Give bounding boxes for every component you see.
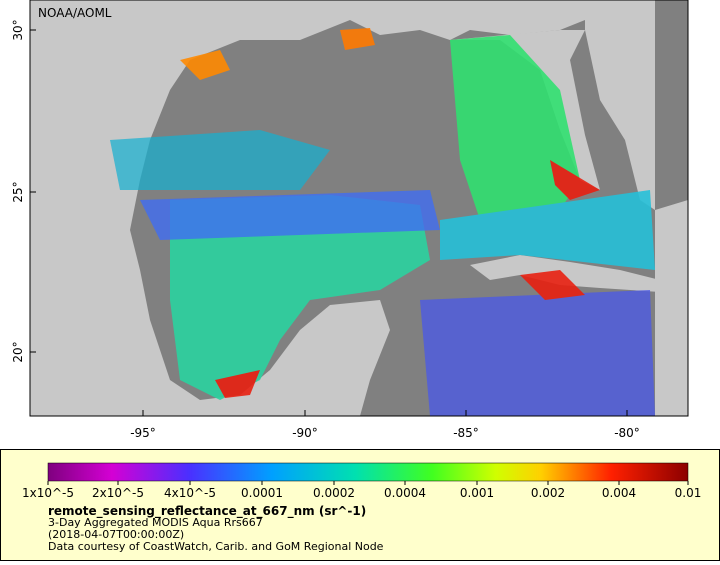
lon-label: -80° <box>614 426 640 440</box>
colorbar-label: 2x10^-5 <box>92 486 144 500</box>
lat-label: 20° <box>11 341 25 362</box>
legend-line: Data courtesy of CoastWatch, Carib. and … <box>48 540 384 553</box>
colorbar-ticks: 1x10^-5 2x10^-5 4x10^-5 0.0001 0.0002 0.0004 0… <box>22 481 701 500</box>
florida <box>450 30 600 190</box>
data-patch <box>420 290 655 416</box>
data-patch <box>440 190 655 270</box>
colorbar-label: 0.002 <box>531 486 565 500</box>
colorbar-label: 1x10^-5 <box>22 486 74 500</box>
map: NOAA/AOML 30° 25° 20° -95° -90° -85° -80° <box>11 0 689 440</box>
lon-label: -95° <box>130 426 156 440</box>
data-patch <box>215 370 260 398</box>
legend-lines: 3-Day Aggregated MODIS Aqua Rrs667(2018-… <box>48 516 384 553</box>
land-north-west <box>30 0 585 416</box>
land-se <box>655 200 688 416</box>
legend: 1x10^-5 2x10^-5 4x10^-5 0.0001 0.0002 0.0004 0… <box>0 449 720 561</box>
data-patch <box>550 160 600 200</box>
data-patch <box>340 28 375 50</box>
map-frame <box>29 0 689 417</box>
data-patch <box>140 190 440 240</box>
colorbar-label: 0.0002 <box>313 486 355 500</box>
data-patch <box>450 35 580 220</box>
legend-line: 3-Day Aggregated MODIS Aqua Rrs667 <box>48 516 263 529</box>
colorbar-label: 0.001 <box>460 486 494 500</box>
colorbar-label: 4x10^-5 <box>164 486 216 500</box>
colorbar-label: 0.0004 <box>384 486 426 500</box>
lon-label: -85° <box>453 426 479 440</box>
lon-axis: -95° -90° -85° -80° <box>130 410 640 440</box>
lat-axis: 30° 25° 20° <box>11 19 36 363</box>
lon-label: -90° <box>292 426 318 440</box>
reflectance-data <box>110 28 655 416</box>
data-patch <box>110 130 330 190</box>
colorbar-label: 0.01 <box>675 486 702 500</box>
data-patch <box>180 50 230 80</box>
map-credit: NOAA/AOML <box>38 6 112 20</box>
legend-title: remote_sensing_reflectance_at_667_nm (sr… <box>48 504 366 519</box>
data-patch <box>520 270 585 300</box>
lat-label: 30° <box>11 19 25 40</box>
colorbar-label: 0.0001 <box>241 486 283 500</box>
data-patch <box>170 195 430 400</box>
cuba <box>470 255 660 292</box>
legend-line: (2018-04-07T00:00:00Z) <box>48 528 184 541</box>
colorbar <box>47 462 689 482</box>
land-east <box>30 0 688 210</box>
colorbar-label: 0.004 <box>602 486 636 500</box>
lat-label: 25° <box>11 181 25 202</box>
